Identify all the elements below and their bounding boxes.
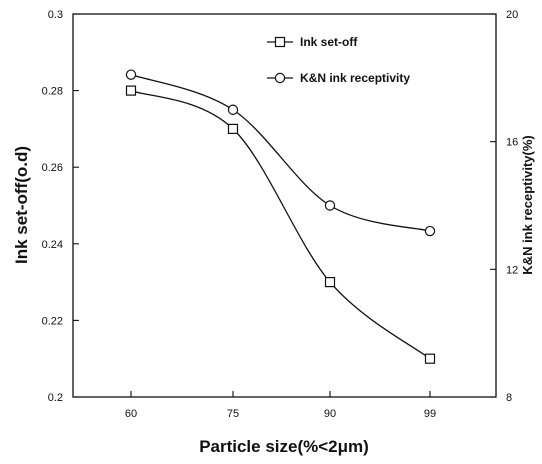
legend-label: K&N ink receptivity (300, 71, 410, 85)
x-tick-label: 60 (125, 408, 137, 420)
y-axis-right-title: K&N ink receptivity(%) (520, 135, 535, 274)
y-right-tick-label: 20 (506, 9, 518, 21)
y-left-tick-label: 0.2 (48, 392, 63, 404)
y-axis-left-title: Ink set-off(o.d) (12, 146, 31, 264)
x-tick-label: 90 (324, 408, 336, 420)
y-left-tick-label: 0.28 (42, 86, 63, 98)
y-left-tick-label: 0.24 (42, 239, 63, 251)
legend-marker (274, 72, 286, 84)
x-tick-label: 99 (424, 408, 436, 420)
series-layer (125, 69, 436, 364)
y-right-tick-label: 16 (506, 137, 518, 149)
series-line-k-n-ink-receptivity (130, 74, 431, 232)
y-left-tick-label: 0.22 (42, 315, 63, 327)
ticks-layer: 60 75 90 99 0.2 0.22 0.24 0.26 0.28 0.3 8 12 16 20 (42, 9, 519, 420)
y-right-tick-label: 8 (506, 392, 512, 404)
y-right-tick-label: 12 (506, 264, 518, 276)
data-point-ink-set-off (125, 85, 137, 96)
data-point-k-n-ink-receptivity (125, 69, 137, 80)
y-left-tick-label: 0.26 (42, 162, 63, 174)
data-point-ink-set-off (324, 277, 336, 288)
data-point-k-n-ink-receptivity (227, 104, 239, 115)
series-line-ink-set-off (130, 89, 431, 360)
y-left-tick-label: 0.3 (48, 9, 63, 21)
legend: Ink set-off K&N ink receptivity (267, 35, 410, 85)
data-point-ink-set-off (424, 353, 436, 364)
data-point-k-n-ink-receptivity (324, 200, 336, 211)
data-point-k-n-ink-receptivity (424, 225, 436, 237)
legend-label: Ink set-off (300, 35, 358, 49)
x-tick-label: 75 (227, 408, 239, 420)
legend-marker (274, 36, 286, 48)
data-point-ink-set-off (227, 123, 239, 135)
plot-area-frame (72, 13, 497, 398)
x-axis-title: Particle size(%<2μm) (199, 437, 369, 456)
